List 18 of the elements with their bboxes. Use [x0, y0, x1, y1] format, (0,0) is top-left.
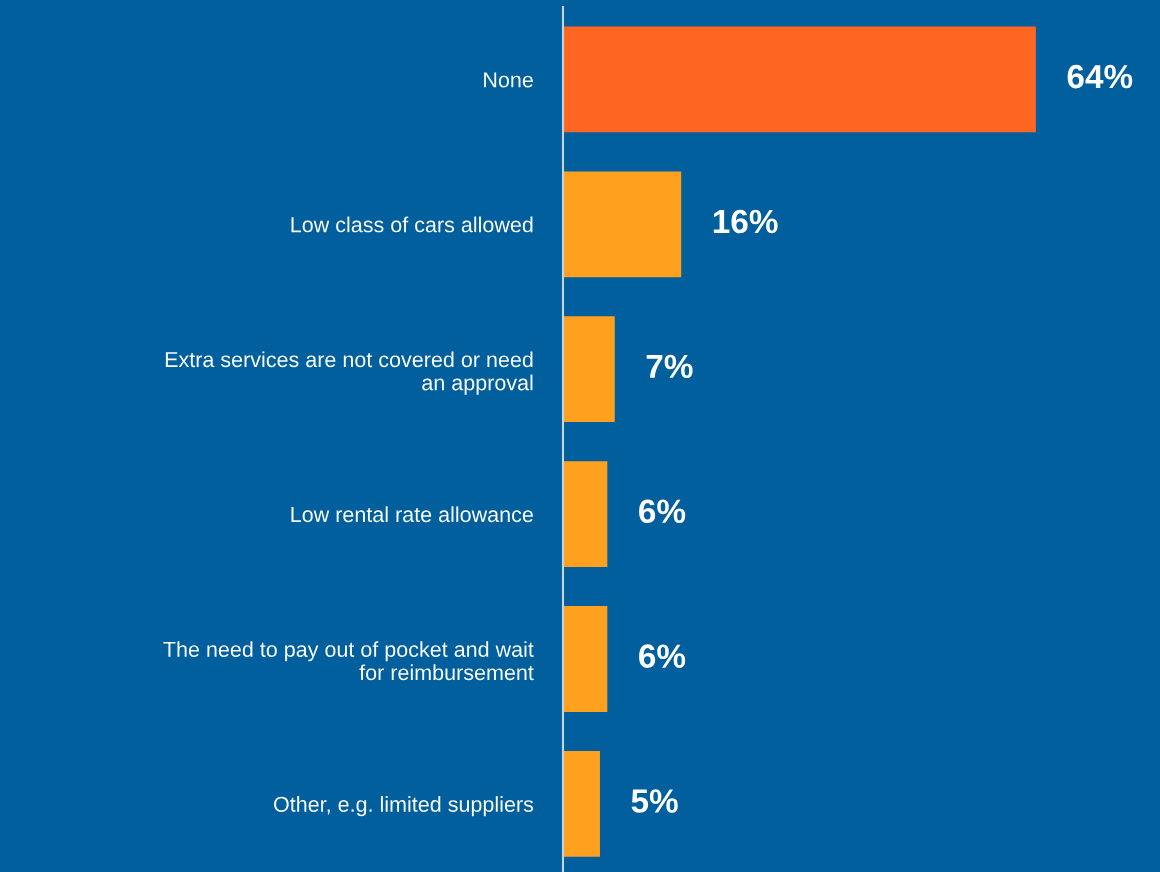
data-label: 16% [713, 209, 778, 234]
y-tick-label: Extra services are not covered or need an approval [165, 351, 533, 395]
data-label: 6% [639, 644, 686, 668]
data-label: 5% [631, 789, 678, 813]
data-label: 7% [646, 354, 693, 379]
bar [563, 316, 615, 423]
y-tick-label: Low class of cars allowed [291, 216, 533, 233]
bar [563, 606, 608, 712]
bar [563, 26, 1036, 133]
y-tick-label: None [484, 72, 533, 88]
y-tick-label: The need to pay out of pocket and wait for reimbursement [163, 641, 534, 681]
bar [563, 461, 608, 567]
data-label: 64% [1067, 64, 1133, 89]
bar [563, 751, 600, 857]
data-label: 6% [639, 499, 686, 524]
y-tick-label: Other, e.g. limited suppliers [274, 796, 534, 817]
bar [563, 171, 682, 278]
y-tick-label: Low rental rate allowance [291, 506, 533, 523]
